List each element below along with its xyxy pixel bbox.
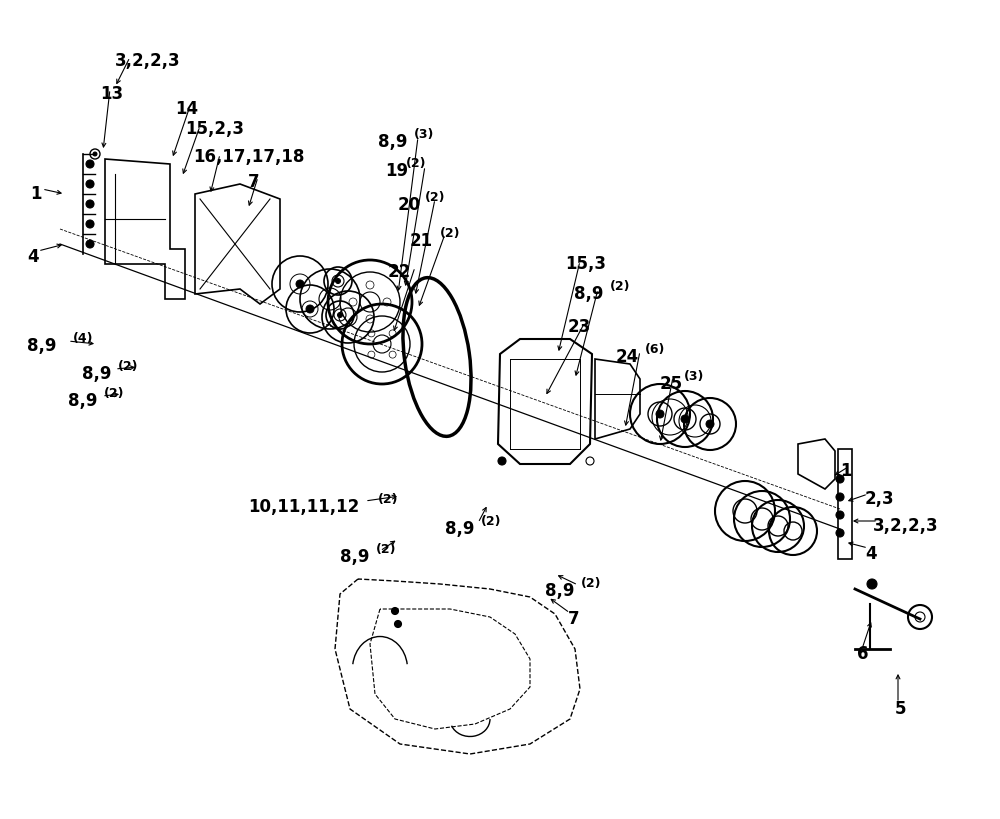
Text: 22: 22 xyxy=(388,263,411,281)
Text: 2,3: 2,3 xyxy=(865,490,895,508)
Text: (3): (3) xyxy=(684,369,704,382)
Circle shape xyxy=(394,621,402,627)
Text: 1: 1 xyxy=(30,185,42,203)
Text: 8,9: 8,9 xyxy=(574,285,604,303)
Circle shape xyxy=(86,181,94,188)
Circle shape xyxy=(338,313,342,318)
Text: 20: 20 xyxy=(398,196,421,214)
Circle shape xyxy=(836,493,844,501)
Text: (6): (6) xyxy=(645,342,665,355)
Text: 1: 1 xyxy=(840,461,852,479)
Text: 8,9: 8,9 xyxy=(378,133,408,151)
Text: (2): (2) xyxy=(481,514,502,527)
Text: 5: 5 xyxy=(895,699,906,717)
Text: 3,2,2,3: 3,2,2,3 xyxy=(873,516,939,534)
Text: (2): (2) xyxy=(610,279,631,292)
Text: 8,9: 8,9 xyxy=(545,581,574,600)
Circle shape xyxy=(836,475,844,483)
Text: 4: 4 xyxy=(27,247,39,265)
Text: (2): (2) xyxy=(118,360,138,373)
Circle shape xyxy=(86,201,94,209)
Text: 7: 7 xyxy=(248,173,260,191)
Circle shape xyxy=(867,579,877,590)
Circle shape xyxy=(681,415,689,423)
Text: 19: 19 xyxy=(385,162,408,180)
Text: 16,17,17,18: 16,17,17,18 xyxy=(193,147,304,165)
Circle shape xyxy=(706,420,714,428)
Text: 8,9: 8,9 xyxy=(27,337,56,355)
Text: (2): (2) xyxy=(406,156,426,170)
Text: 15,3: 15,3 xyxy=(565,255,606,273)
Text: 4: 4 xyxy=(865,545,877,563)
Text: (2): (2) xyxy=(376,542,396,555)
Circle shape xyxy=(296,281,304,288)
Text: 8,9: 8,9 xyxy=(445,519,475,537)
Circle shape xyxy=(93,153,97,156)
Text: (4): (4) xyxy=(73,332,94,345)
Text: 13: 13 xyxy=(100,85,123,103)
Circle shape xyxy=(836,511,844,519)
Text: 21: 21 xyxy=(410,232,433,250)
Text: 15,2,3: 15,2,3 xyxy=(185,120,244,138)
Text: 3,2,2,3: 3,2,2,3 xyxy=(115,52,181,70)
Text: 23: 23 xyxy=(568,318,591,336)
Text: 6: 6 xyxy=(857,645,868,663)
Circle shape xyxy=(836,529,844,537)
Text: 24: 24 xyxy=(616,347,639,365)
Circle shape xyxy=(306,305,314,314)
Circle shape xyxy=(86,221,94,229)
Text: 8,9: 8,9 xyxy=(68,391,98,410)
Text: (2): (2) xyxy=(425,191,446,204)
Circle shape xyxy=(86,241,94,249)
Text: 14: 14 xyxy=(175,100,198,118)
Text: 8,9: 8,9 xyxy=(82,364,112,382)
Text: 10,11,11,12: 10,11,11,12 xyxy=(248,497,359,515)
Circle shape xyxy=(392,608,398,615)
Text: 7: 7 xyxy=(568,609,580,627)
Circle shape xyxy=(336,279,340,284)
Circle shape xyxy=(86,161,94,169)
Text: 25: 25 xyxy=(660,374,683,392)
Text: (2): (2) xyxy=(581,577,602,590)
Circle shape xyxy=(656,410,664,419)
Text: (2): (2) xyxy=(378,492,398,505)
Text: (3): (3) xyxy=(414,128,434,141)
Circle shape xyxy=(498,458,506,465)
Text: (2): (2) xyxy=(440,227,460,240)
Text: 8,9: 8,9 xyxy=(340,547,370,565)
Text: (2): (2) xyxy=(104,387,124,400)
